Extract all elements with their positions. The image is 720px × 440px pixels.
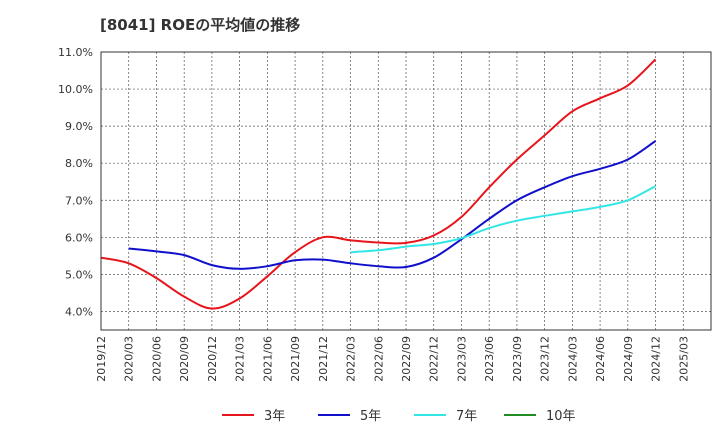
x-tick-label: 2024/12 xyxy=(650,336,663,382)
x-tick-label: 2021/12 xyxy=(317,336,330,382)
x-tick-label: 2021/06 xyxy=(261,336,274,382)
series-lines xyxy=(100,58,657,310)
legend-label-7年: 7年 xyxy=(456,409,477,424)
x-tick-label: 2022/12 xyxy=(428,336,441,382)
x-tick-label: 2021/09 xyxy=(289,336,302,382)
x-tick-label: 2021/03 xyxy=(234,336,247,382)
x-tick-label: 2023/03 xyxy=(455,336,468,382)
x-tick-label: 2023/12 xyxy=(539,336,552,382)
x-tick-label: 2022/06 xyxy=(372,336,385,382)
series-line-5年 xyxy=(128,140,657,270)
legend-label-5年: 5年 xyxy=(360,409,381,424)
series-line-3年 xyxy=(100,58,657,310)
x-tick-label: 2023/09 xyxy=(511,336,524,382)
legend-label-10年: 10年 xyxy=(546,409,576,424)
x-tick-label: 2023/06 xyxy=(483,336,496,382)
grid-lines xyxy=(101,51,711,330)
x-tick-label: 2022/09 xyxy=(400,336,413,382)
y-tick-label: 5.0% xyxy=(65,268,93,281)
x-tick-label: 2022/03 xyxy=(345,336,358,382)
x-tick-label: 2020/12 xyxy=(206,336,219,382)
x-tick-label: 2025/03 xyxy=(677,336,690,382)
y-tick-label: 6.0% xyxy=(65,231,93,244)
chart-title: [8041] ROEの平均値の推移 xyxy=(100,16,301,34)
y-tick-label: 8.0% xyxy=(65,157,93,170)
x-axis-ticks: 2019/12 2020/03 2020/06 2020/09 2020/12 2021/… xyxy=(95,336,690,382)
y-tick-label: 7.0% xyxy=(65,194,93,207)
x-tick-label: 2020/06 xyxy=(150,336,163,382)
legend: 3年 5年 7年 10年 xyxy=(222,409,576,424)
y-axis-ticks: 4.0% 5.0% 6.0% 7.0% 8.0% 9.0% 10.0% 11.0% xyxy=(58,46,93,318)
y-tick-label: 9.0% xyxy=(65,120,93,133)
y-tick-label: 10.0% xyxy=(58,83,93,96)
series-line-7年 xyxy=(350,185,656,254)
y-tick-label: 4.0% xyxy=(65,305,93,318)
x-tick-label: 2020/09 xyxy=(178,336,191,382)
legend-label-3年: 3年 xyxy=(264,409,285,424)
x-tick-label: 2024/03 xyxy=(566,336,579,382)
x-tick-label: 2024/06 xyxy=(594,336,607,382)
y-tick-label: 11.0% xyxy=(58,46,93,59)
plot-frame xyxy=(100,51,712,331)
x-tick-label: 2020/03 xyxy=(123,336,136,382)
x-tick-label: 2024/09 xyxy=(622,336,635,382)
x-tick-label: 2019/12 xyxy=(95,336,108,382)
